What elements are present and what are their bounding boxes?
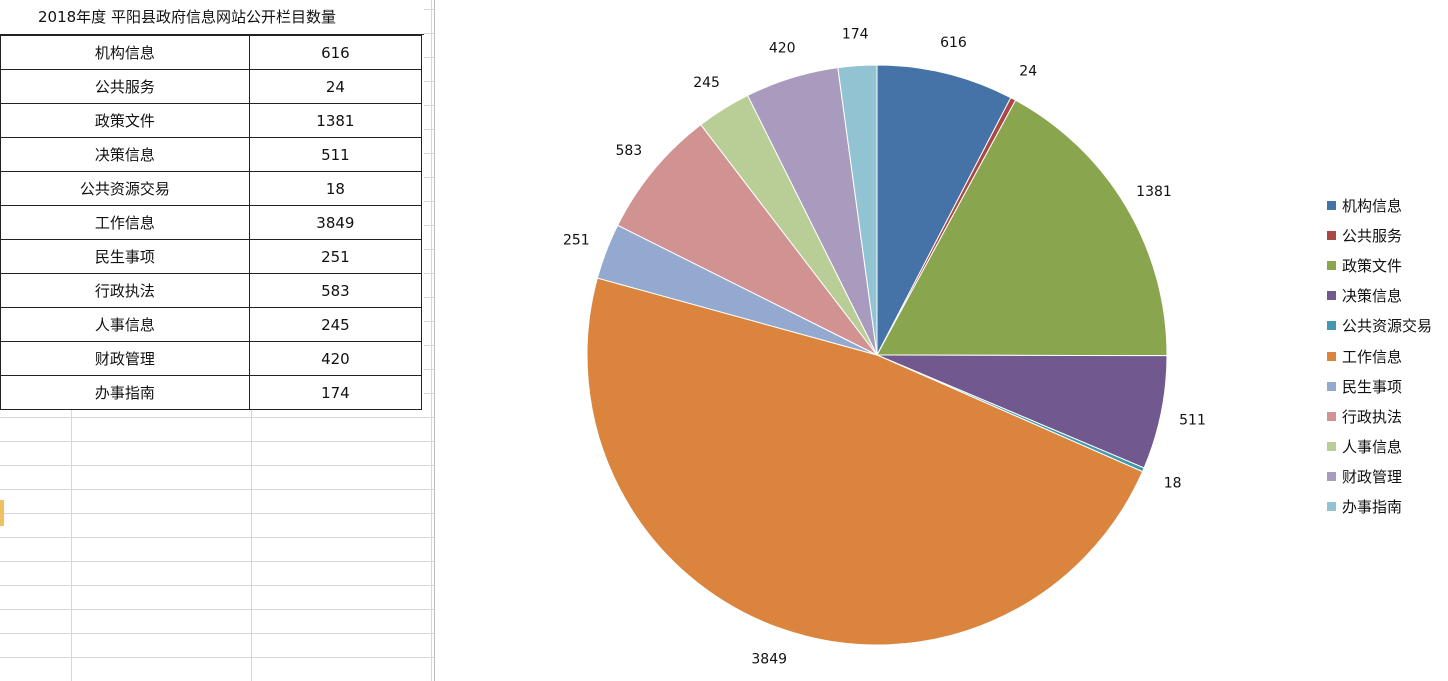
legend-swatch [1327, 442, 1336, 452]
pie-slice[interactable] [616, 123, 878, 356]
table-cell-category[interactable]: 机构信息 [0, 35, 250, 70]
table-cell-category[interactable]: 公共资源交易 [0, 171, 250, 206]
table-cell-category[interactable]: 人事信息 [0, 307, 250, 342]
legend-swatch [1327, 351, 1336, 361]
legend-entry[interactable]: 办事指南 [1327, 492, 1448, 522]
table-cell-value[interactable]: 18 [248, 171, 423, 206]
table-row: 决策信息 511 [0, 137, 423, 172]
pie-slice[interactable] [876, 99, 1168, 357]
pie-slice[interactable] [876, 354, 1168, 469]
table-row: 民生事项 251 [0, 239, 423, 274]
legend-label: 工作信息 [1342, 347, 1403, 366]
legend-entry[interactable]: 机构信息 [1327, 190, 1448, 220]
legend-entry[interactable]: 政策文件 [1327, 250, 1448, 280]
table-cell-value[interactable]: 174 [248, 375, 423, 410]
table-row: 公共服务 24 [0, 69, 423, 104]
table-cell-category[interactable]: 决策信息 [0, 137, 250, 172]
legend-swatch [1327, 472, 1336, 482]
table-row: 工作信息 3849 [0, 205, 423, 240]
table-cell-category[interactable]: 行政执法 [0, 273, 250, 308]
legend-label: 机构信息 [1342, 196, 1403, 215]
selected-cell-marker [0, 500, 4, 526]
data-label: 24 [1019, 64, 1037, 80]
data-table: 机构信息 616 公共服务 24 政策文件 1381 决策信息 511 公共资源交易 18 工作信息… [0, 35, 423, 410]
legend-label: 公共服务 [1342, 226, 1403, 245]
table-cell-category[interactable]: 公共服务 [0, 69, 250, 104]
table-cell-category[interactable]: 财政管理 [0, 341, 250, 376]
data-label: 245 [693, 75, 720, 91]
table-cell-value[interactable]: 251 [248, 239, 423, 274]
data-label: 616 [940, 35, 967, 51]
legend-entry[interactable]: 公共服务 [1327, 220, 1448, 250]
table-cell-value[interactable]: 583 [248, 273, 423, 308]
table-row: 公共资源交易 18 [0, 171, 423, 206]
legend-label: 政策文件 [1342, 256, 1403, 275]
legend-swatch [1327, 411, 1336, 421]
legend-swatch [1327, 200, 1336, 210]
table-cell-value[interactable]: 420 [248, 341, 423, 376]
legend-swatch [1327, 321, 1336, 331]
legend-swatch [1327, 260, 1336, 270]
table-cell-value[interactable]: 1381 [248, 103, 423, 138]
legend-entry[interactable]: 民生事项 [1327, 371, 1448, 401]
table-row: 办事指南 174 [0, 375, 423, 410]
legend-entry[interactable]: 公共资源交易 [1327, 311, 1448, 341]
legend-label: 财政管理 [1342, 468, 1403, 487]
legend-swatch [1327, 291, 1336, 301]
legend-label: 民生事项 [1342, 377, 1403, 396]
pie-slice[interactable] [837, 64, 878, 356]
table-cell-category[interactable]: 政策文件 [0, 103, 250, 138]
legend-entry[interactable]: 人事信息 [1327, 432, 1448, 462]
table-row: 人事信息 245 [0, 307, 423, 342]
data-label: 1381 [1136, 184, 1172, 200]
pie-slice[interactable] [876, 64, 1012, 356]
table-row: 行政执法 583 [0, 273, 423, 308]
pie-slice[interactable] [586, 277, 1144, 646]
chart-legend: 机构信息公共服务政策文件决策信息公共资源交易 工作信息民生事项行政执法人事信息财政… [1327, 190, 1448, 522]
legend-label: 人事信息 [1342, 438, 1403, 457]
data-label: 18 [1164, 475, 1182, 491]
legend-entry[interactable]: 财政管理 [1327, 462, 1448, 492]
chart-area[interactable]: 616 24 1381 511 18 3849 251 583 245 420 174 机构信息公共… [434, 0, 1448, 681]
table-row: 财政管理 420 [0, 341, 423, 376]
pie-chart: 616 24 1381 511 18 3849 251 583 245 420 174 [563, 27, 1206, 668]
legend-entry[interactable]: 行政执法 [1327, 401, 1448, 431]
table-cell-value[interactable]: 511 [248, 137, 423, 172]
data-label: 583 [615, 143, 642, 159]
legend-label: 公共资源交易 [1342, 317, 1433, 336]
legend-label: 行政执法 [1342, 407, 1403, 426]
table-cell-value[interactable]: 616 [248, 35, 423, 70]
table-title: 2018年度 平阳县政府信息网站公开栏目数量 [0, 0, 424, 35]
legend-label: 决策信息 [1342, 287, 1403, 306]
table-cell-value[interactable]: 24 [248, 69, 423, 104]
table-row: 机构信息 616 [0, 35, 423, 70]
legend-swatch [1327, 381, 1336, 391]
data-label: 511 [1179, 412, 1206, 428]
data-table-container: 2018年度 平阳县政府信息网站公开栏目数量 机构信息 616 公共服务 24 政策文件… [0, 0, 424, 410]
data-label: 251 [563, 233, 590, 249]
data-label: 420 [769, 40, 796, 56]
legend-label: 办事指南 [1342, 498, 1403, 517]
table-cell-value[interactable]: 245 [248, 307, 423, 342]
table-cell-category[interactable]: 办事指南 [0, 375, 250, 410]
legend-entry[interactable]: 决策信息 [1327, 281, 1448, 311]
legend-swatch [1327, 502, 1336, 512]
data-label: 3849 [751, 651, 787, 667]
table-cell-category[interactable]: 民生事项 [0, 239, 250, 274]
data-label: 174 [842, 27, 869, 43]
table-cell-category[interactable]: 工作信息 [0, 205, 250, 240]
legend-entry[interactable]: 工作信息 [1327, 341, 1448, 371]
table-cell-value[interactable]: 3849 [248, 205, 423, 240]
table-row: 政策文件 1381 [0, 103, 423, 138]
legend-swatch [1327, 230, 1336, 240]
